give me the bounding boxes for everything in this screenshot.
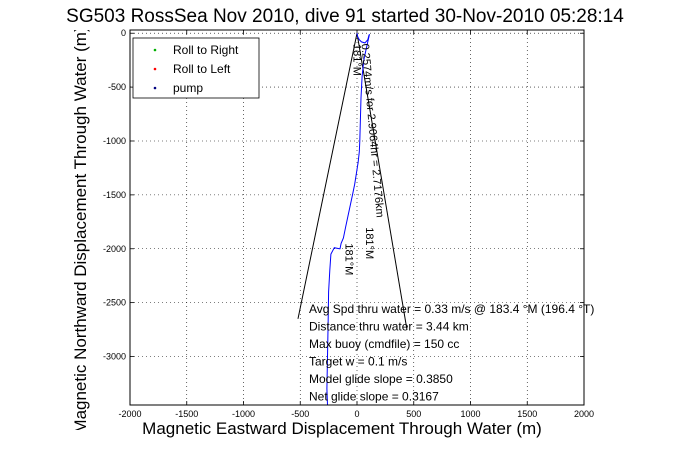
rotated-annotation: 181°M [363, 227, 375, 259]
x-tick-label: -500 [291, 409, 309, 419]
chart-title: SG503 RossSea Nov 2010, dive 91 started … [66, 6, 624, 27]
legend-marker [153, 86, 157, 90]
y-tick-label: -1000 [103, 136, 126, 146]
x-tick-label: -2000 [118, 409, 141, 419]
x-axis-label: Magnetic Eastward Displacement Through W… [142, 419, 542, 438]
x-tick-label: 500 [406, 409, 421, 419]
y-tick-label: -500 [108, 82, 126, 92]
wedge-left-line [297, 33, 358, 319]
summary-line: Max buoy (cmdfile) = 150 cc [309, 337, 459, 351]
y-axis-label: Magnetic Northward Displacement Through … [71, 30, 90, 430]
track-line [326, 33, 370, 406]
x-tick-label: 1500 [517, 409, 537, 419]
x-tick-label: 1000 [460, 409, 480, 419]
legend-label: Roll to Left [173, 62, 231, 76]
y-tick-label: -3000 [103, 352, 126, 362]
legend-marker [153, 67, 157, 71]
x-tick-label: -1500 [175, 409, 198, 419]
axes-frame [129, 29, 585, 406]
x-axis-label-wrap: Magnetic Eastward Displacement Through W… [142, 419, 542, 438]
x-tick-label: -1000 [232, 409, 255, 419]
wedge-right-line [356, 33, 408, 330]
summary-line: Net glide slope = 0.3167 [309, 390, 439, 404]
plot-area: -2000 -1500 -1000 -500 0 500 1000 1500 2000 0 -500… [103, 28, 594, 419]
x-tick-label: 2000 [574, 409, 594, 419]
y-tick-label: -2500 [103, 298, 126, 308]
y-tick-label: -1500 [103, 190, 126, 200]
chart-title-wrap: SG503 RossSea Nov 2010, dive 91 started … [66, 6, 624, 27]
y-axis-label-wrap: Magnetic Northward Displacement Through … [71, 30, 90, 430]
legend-label: pump [173, 81, 203, 95]
summary-line: Target w = 0.1 m/s [309, 355, 407, 369]
y-tick-label: 0 [121, 28, 126, 38]
legend-label: Roll to Right [173, 43, 239, 57]
y-tick-label: -2000 [103, 244, 126, 254]
summary-line: Distance thru water = 3.44 km [309, 320, 469, 334]
legend-marker [153, 48, 157, 52]
rotated-annotation: 181°M [343, 243, 355, 275]
summary-line: Avg Spd thru water = 0.33 m/s @ 183.4 °M… [309, 302, 594, 316]
rotated-annotation: 181°M [351, 44, 363, 76]
x-tick-label: 0 [354, 409, 359, 419]
summary-line: Model glide slope = 0.3850 [309, 372, 453, 386]
